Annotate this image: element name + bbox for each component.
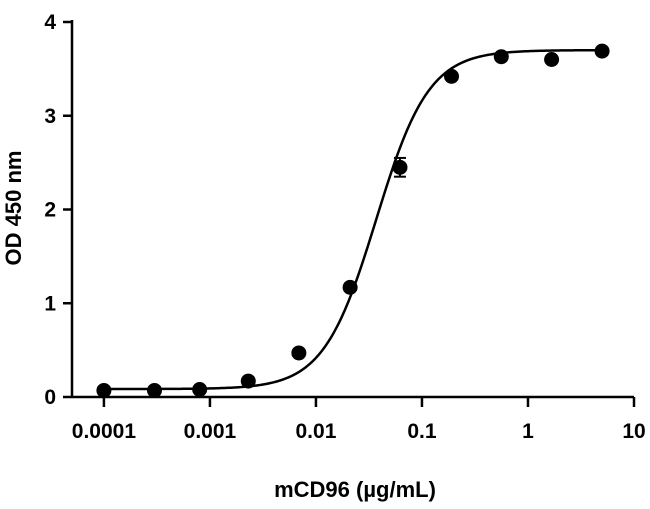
data-point bbox=[493, 49, 509, 65]
x-tick-label: 0.001 bbox=[184, 420, 237, 443]
data-point bbox=[544, 52, 560, 67]
fit-curve bbox=[103, 48, 603, 391]
tick-labels: 0 1 2 3 4 0.0001 0.001 0.01 0.1 1 10 bbox=[44, 11, 645, 443]
x-tick-label: 0.01 bbox=[296, 420, 337, 443]
data-point bbox=[192, 382, 208, 397]
axes bbox=[70, 20, 634, 399]
x-tick-label: 10 bbox=[622, 420, 645, 443]
data-point bbox=[594, 43, 610, 59]
data-points bbox=[96, 43, 610, 398]
y-tick-label: 1 bbox=[44, 292, 56, 315]
ticks bbox=[63, 20, 636, 407]
y-axis-title: OD 450 nm bbox=[1, 151, 26, 266]
y-tick-label: 3 bbox=[44, 105, 56, 128]
y-tick-label: 2 bbox=[44, 199, 56, 222]
y-tick-label: 0 bbox=[44, 386, 56, 409]
data-point bbox=[342, 279, 358, 295]
x-tick-label: 0.0001 bbox=[72, 420, 137, 443]
data-point bbox=[146, 382, 162, 398]
x-tick-label: 1 bbox=[522, 420, 534, 443]
data-point bbox=[96, 382, 112, 398]
data-point bbox=[240, 373, 256, 389]
x-axis-title: mCD96 (µg/mL) bbox=[274, 477, 436, 502]
y-tick-label: 4 bbox=[44, 11, 56, 34]
x-tick-label: 0.1 bbox=[407, 420, 437, 443]
data-point bbox=[444, 68, 460, 84]
data-point bbox=[392, 159, 408, 175]
data-point bbox=[291, 345, 307, 361]
